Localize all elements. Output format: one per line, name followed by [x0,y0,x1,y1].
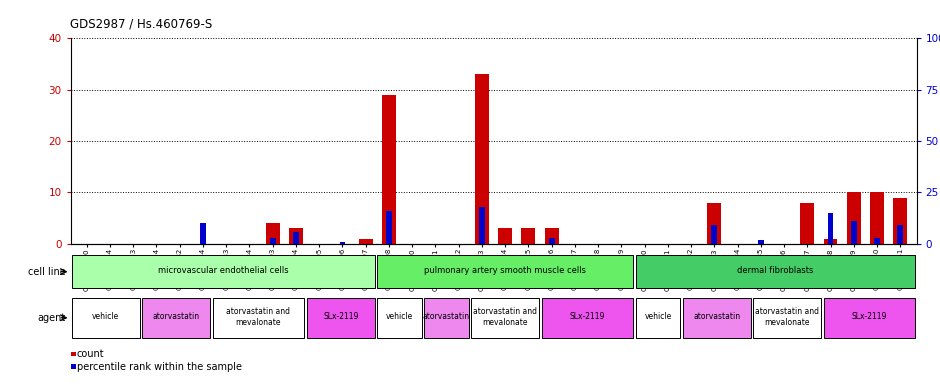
Bar [289,228,303,244]
Text: cell line: cell line [28,266,66,277]
Text: vehicle: vehicle [386,312,413,321]
Bar [635,298,681,338]
Bar [898,225,903,244]
Bar [541,298,634,338]
Bar [753,298,822,338]
Bar [359,239,372,244]
Text: atorvastatin: atorvastatin [423,312,470,321]
Bar [377,298,422,338]
Text: count: count [77,349,104,359]
Text: vehicle: vehicle [92,312,119,321]
Text: SLx-2119: SLx-2119 [570,312,605,321]
Bar [471,298,540,338]
Text: microvascular endothelial cells: microvascular endothelial cells [158,266,289,275]
Bar [712,225,717,244]
Text: percentile rank within the sample: percentile rank within the sample [77,362,242,372]
Text: atorvastatin and
mevalonate: atorvastatin and mevalonate [755,307,820,326]
Text: dermal fibroblasts: dermal fibroblasts [737,266,814,275]
Text: pulmonary artery smooth muscle cells: pulmonary artery smooth muscle cells [424,266,587,275]
Bar [823,298,916,338]
Bar [386,211,392,244]
Text: vehicle: vehicle [645,312,671,321]
Bar [142,298,211,338]
Text: SLx-2119: SLx-2119 [323,312,358,321]
Bar [870,192,884,244]
Bar [827,213,834,244]
Bar [893,198,907,244]
Bar [270,238,275,244]
Bar [874,238,880,244]
Bar [200,223,206,244]
Bar [851,221,856,244]
Bar [475,74,489,244]
Bar [479,207,485,244]
Text: agent: agent [38,313,66,323]
Bar [498,228,512,244]
Text: atorvastatin and
mevalonate: atorvastatin and mevalonate [473,307,538,326]
Text: SLx-2119: SLx-2119 [852,312,887,321]
Bar [522,228,536,244]
Bar [266,223,280,244]
Text: atorvastatin: atorvastatin [152,312,200,321]
Bar [758,240,763,244]
Bar [635,255,916,288]
Bar [549,238,555,244]
Bar [682,298,751,338]
Bar [212,298,305,338]
Bar [544,228,558,244]
Text: GDS2987 / Hs.460769-S: GDS2987 / Hs.460769-S [70,18,212,31]
Bar [382,95,396,244]
Text: atorvastatin and
mevalonate: atorvastatin and mevalonate [227,307,290,326]
Bar [293,232,299,244]
Bar [823,239,838,244]
Bar [306,298,375,338]
Bar [847,192,861,244]
Bar [339,242,345,244]
Bar [71,298,140,338]
Bar [71,255,375,288]
Text: atorvastatin: atorvastatin [693,312,741,321]
Bar [707,203,721,244]
Bar [800,203,814,244]
Bar [377,255,634,288]
Bar [424,298,469,338]
